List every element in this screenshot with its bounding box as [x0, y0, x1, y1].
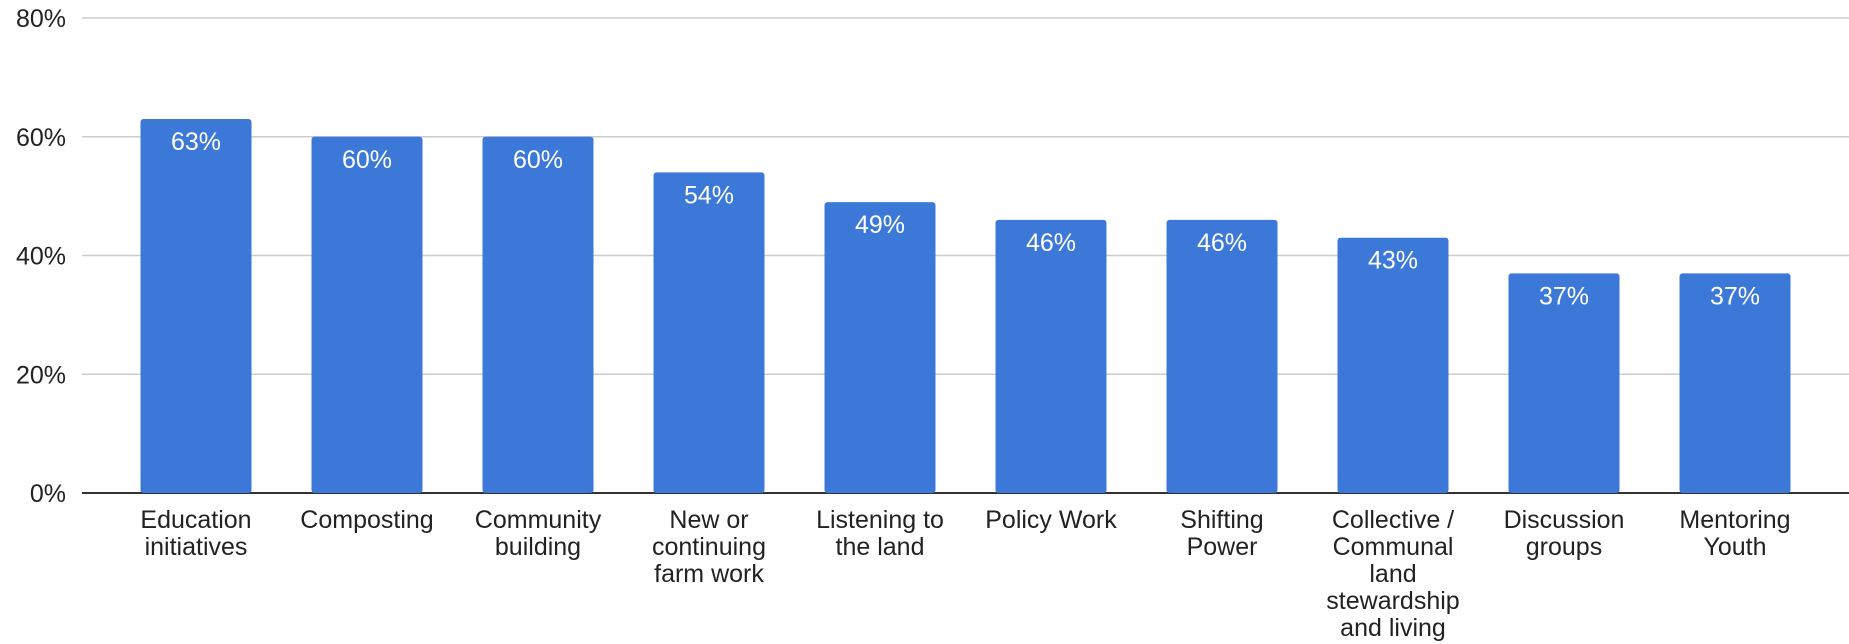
x-tick-label: Listening to the land	[816, 506, 944, 561]
bar	[1679, 273, 1791, 493]
data-label: 54%	[684, 181, 734, 209]
bar	[653, 172, 765, 493]
bar	[482, 136, 594, 493]
x-tick-label: Community building	[475, 506, 602, 561]
x-tick-label: New or continuing farm work	[652, 506, 766, 588]
bar	[1508, 273, 1620, 493]
bar	[311, 136, 423, 493]
bar	[995, 219, 1107, 493]
x-tick-label: Education initiatives	[140, 506, 251, 561]
data-label: 63%	[171, 128, 221, 156]
data-label: 37%	[1710, 282, 1760, 310]
y-tick-label: 80%	[16, 5, 66, 33]
x-tick-label: Shifting Power	[1180, 506, 1263, 561]
bar	[140, 118, 252, 493]
y-tick-label: 40%	[16, 243, 66, 271]
data-label: 60%	[342, 146, 392, 174]
x-tick-label: Collective / Communal land stewardship and l…	[1326, 506, 1459, 642]
data-label: 37%	[1539, 282, 1589, 310]
y-tick-label: 60%	[16, 124, 66, 152]
y-tick-label: 0%	[30, 480, 66, 508]
data-label: 46%	[1026, 229, 1076, 257]
x-tick-label: Discussion groups	[1504, 506, 1625, 561]
data-label: 60%	[513, 146, 563, 174]
data-label: 49%	[855, 211, 905, 239]
data-label: 46%	[1197, 229, 1247, 257]
x-tick-label: Composting	[300, 506, 433, 534]
bar	[824, 202, 936, 493]
x-tick-label: Policy Work	[985, 506, 1117, 534]
bar	[1166, 219, 1278, 493]
bar	[1337, 237, 1449, 493]
x-tick-label: Mentoring Youth	[1679, 506, 1790, 561]
data-label: 43%	[1368, 247, 1418, 275]
y-tick-label: 20%	[16, 361, 66, 389]
